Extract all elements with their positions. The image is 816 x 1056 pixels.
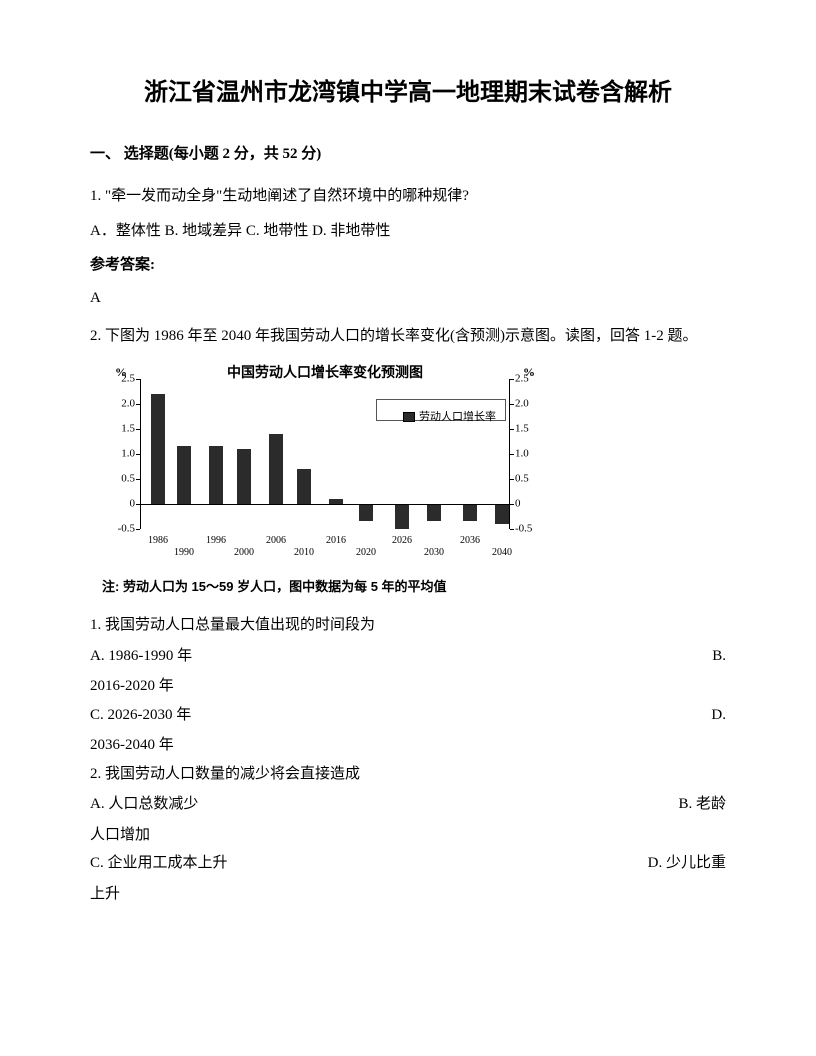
q2-sub1-d-line: 2036-2040 年 [90, 731, 726, 760]
x-axis-label: 1990 [170, 543, 198, 562]
axis-tick: 2.0 [90, 393, 135, 414]
chart-plot: 1986199019962000200620102016202020262030… [140, 379, 510, 529]
axis-tick: 1.5 [90, 418, 135, 439]
chart-bar [237, 449, 251, 504]
axis-tick: 2.5 [515, 368, 560, 389]
x-axis-label: 2006 [262, 531, 290, 550]
y-axis-right: 2.52.01.51.00.50-0.5 [515, 379, 560, 539]
x-axis-label: 2020 [352, 543, 380, 562]
q2-sub2-d-line: 上升 [90, 880, 726, 909]
x-axis-label: 1996 [202, 531, 230, 550]
x-axis-label: 2030 [420, 543, 448, 562]
chart-container: % % 中国劳动人口增长率变化预测图 2.52.01.51.00.50-0.5 … [90, 359, 560, 569]
q2-sub2-a: A. 人口总数减少 [90, 790, 636, 819]
x-axis-label: 2000 [230, 543, 258, 562]
chart-bar [463, 504, 477, 522]
q2-sub1-d: D. [636, 701, 726, 730]
axis-tick: 0.5 [515, 468, 560, 489]
chart-bar [395, 504, 409, 529]
y-axis-left: 2.52.01.51.00.50-0.5 [90, 379, 135, 539]
page-title: 浙江省温州市龙湾镇中学高一地理期末试卷含解析 [90, 70, 726, 116]
tick-mark [510, 429, 514, 430]
q2-sub2-stem: 2. 我国劳动人口数量的减少将会直接造成 [90, 760, 726, 789]
chart-bar [297, 469, 311, 504]
axis-tick: 1.0 [90, 443, 135, 464]
axis-tick: -0.5 [515, 518, 560, 539]
axis-tick: 2.5 [90, 368, 135, 389]
chart-bar [151, 394, 165, 504]
chart-bar [269, 434, 283, 504]
section-heading: 一、 选择题(每小题 2 分，共 52 分) [90, 140, 726, 169]
axis-tick: 0 [515, 493, 560, 514]
q1-answer-value: A [90, 284, 726, 313]
axis-tick: 0 [90, 493, 135, 514]
axis-tick: 1.0 [515, 443, 560, 464]
x-axis-label: 1986 [144, 531, 172, 550]
axis-tick: 0.5 [90, 468, 135, 489]
x-axis-label: 2010 [290, 543, 318, 562]
tick-mark [510, 504, 514, 505]
chart-bar [359, 504, 373, 522]
x-axis-label: 2016 [322, 531, 350, 550]
chart-bar [495, 504, 509, 524]
q2-sub2-d: D. 少儿比重 [636, 849, 726, 878]
tick-mark [136, 529, 140, 530]
tick-mark [510, 529, 514, 530]
chart-note: 注: 劳动人口为 15～59 岁人口，图中数据为每 5 年的平均值 [102, 575, 726, 600]
y-axis-left-line [140, 379, 141, 529]
q2-sub2-b: B. 老龄 [636, 790, 726, 819]
q2-sub1-a: A. 1986-1990 年 [90, 642, 636, 671]
axis-tick: -0.5 [90, 518, 135, 539]
x-axis-label: 2026 [388, 531, 416, 550]
q1-answer-label: 参考答案: [90, 251, 726, 280]
q2-sub1-b: B. [636, 642, 726, 671]
axis-tick: 1.5 [515, 418, 560, 439]
q2-sub2-c: C. 企业用工成本上升 [90, 849, 636, 878]
axis-tick: 2.0 [515, 393, 560, 414]
tick-mark [510, 379, 514, 380]
q1-stem: 1. "牵一发而动全身"生动地阐述了自然环境中的哪种规律? [90, 182, 726, 211]
zero-axis-line [140, 504, 510, 505]
q1-options: A．整体性 B. 地域差异 C. 地带性 D. 非地带性 [90, 217, 726, 246]
chart-bar [427, 504, 441, 522]
tick-mark [510, 479, 514, 480]
chart-bar [177, 446, 191, 504]
q2-sub2-b-line: 人口增加 [90, 821, 726, 850]
q2-sub1-b-line: 2016-2020 年 [90, 672, 726, 701]
x-axis-label: 2036 [456, 531, 484, 550]
q2-stem: 2. 下图为 1986 年至 2040 年我国劳动人口的增长率变化(含预测)示意… [90, 322, 726, 351]
chart-bar [209, 446, 223, 504]
q2-sub1-stem: 1. 我国劳动人口总量最大值出现的时间段为 [90, 611, 726, 640]
tick-mark [510, 454, 514, 455]
y-axis-right-line [509, 379, 510, 529]
q2-sub1-c: C. 2026-2030 年 [90, 701, 636, 730]
x-axis-label: 2040 [488, 543, 516, 562]
tick-mark [510, 404, 514, 405]
